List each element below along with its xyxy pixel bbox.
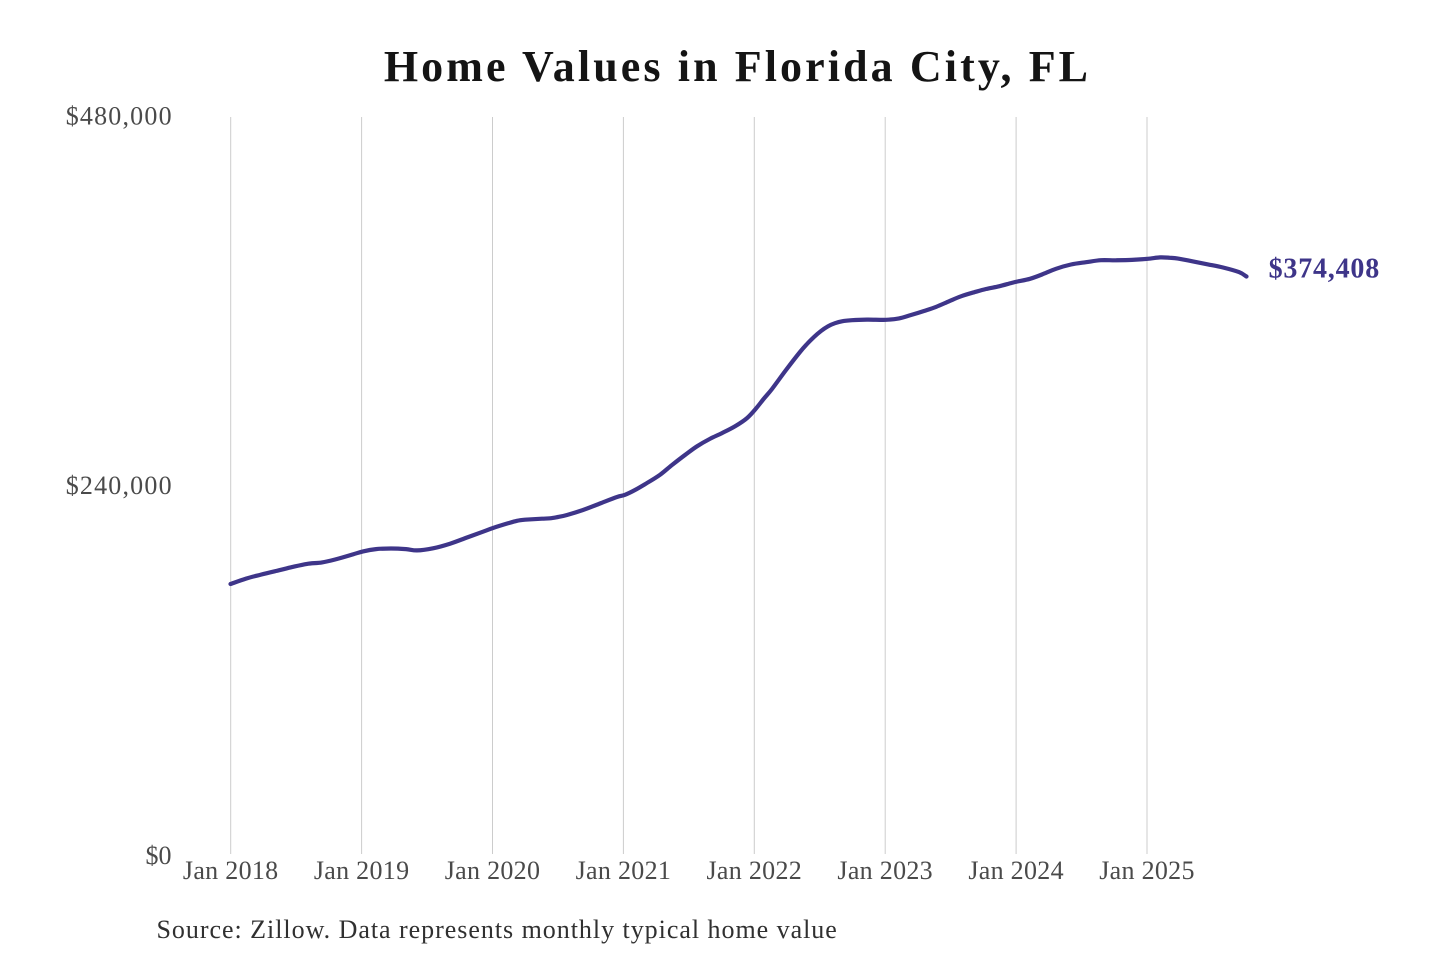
svg-text:Home Values in Florida City, F: Home Values in Florida City, FL xyxy=(384,42,1091,91)
svg-text:Jan 2018: Jan 2018 xyxy=(183,856,279,885)
svg-text:Jan 2025: Jan 2025 xyxy=(1099,856,1195,885)
svg-text:$240,000: $240,000 xyxy=(66,471,173,500)
svg-text:Jan 2020: Jan 2020 xyxy=(445,856,541,885)
svg-text:$0: $0 xyxy=(146,841,172,870)
svg-text:Jan 2022: Jan 2022 xyxy=(707,856,803,885)
svg-text:$480,000: $480,000 xyxy=(66,101,173,130)
svg-text:Jan 2021: Jan 2021 xyxy=(576,856,672,885)
svg-text:Jan 2019: Jan 2019 xyxy=(314,856,410,885)
svg-text:Source: Zillow. Data represent: Source: Zillow. Data represents monthly … xyxy=(157,915,838,944)
svg-text:Jan 2024: Jan 2024 xyxy=(968,856,1064,885)
svg-text:$374,408: $374,408 xyxy=(1269,253,1380,284)
svg-text:Jan 2023: Jan 2023 xyxy=(837,856,933,885)
